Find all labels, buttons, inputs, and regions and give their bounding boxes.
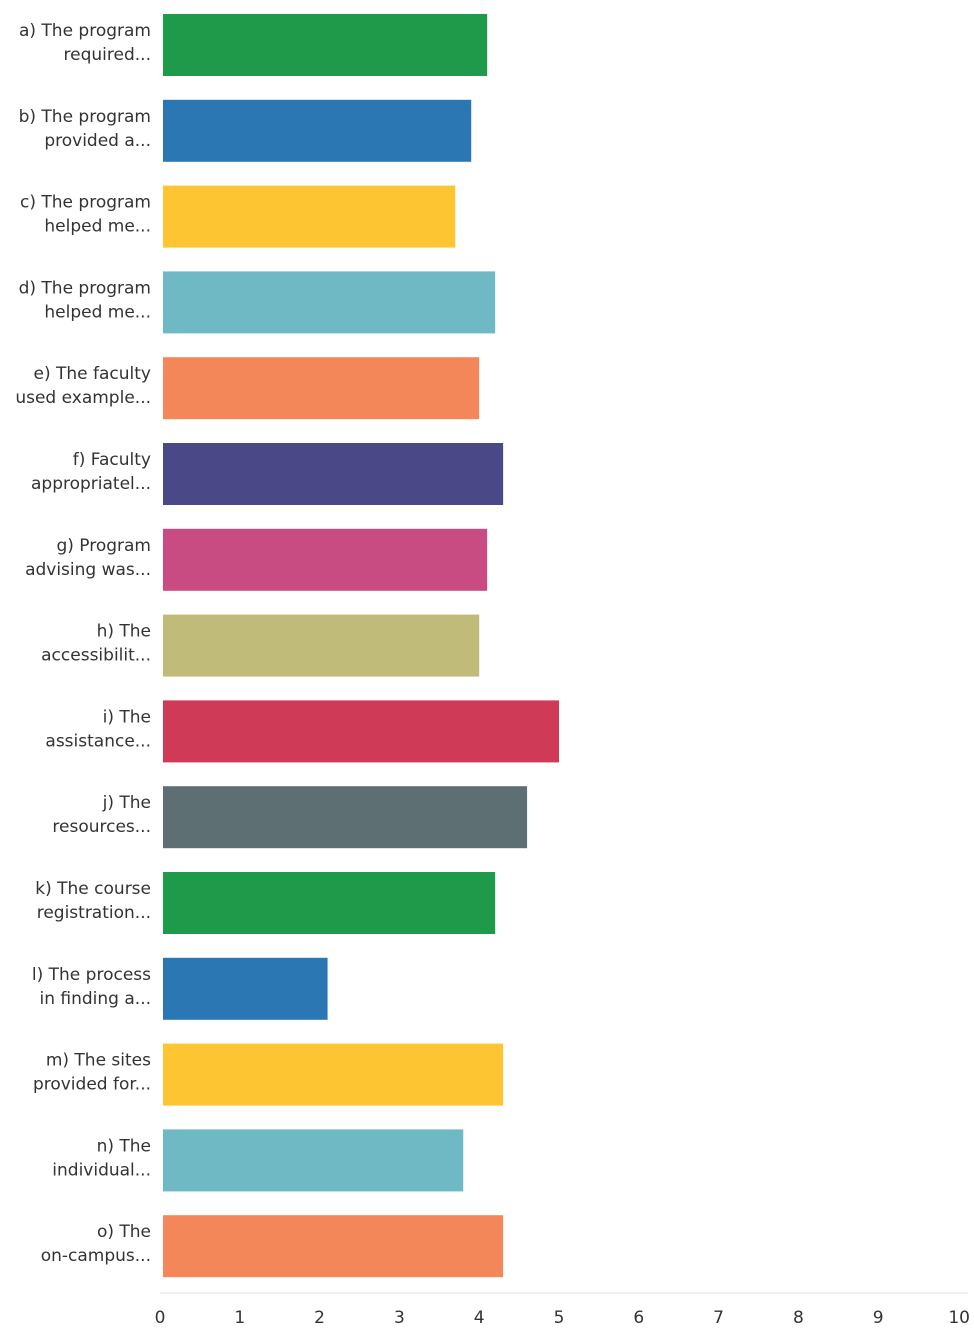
bar [163, 786, 527, 848]
category-label: used example... [15, 388, 151, 408]
category-label: o) The [97, 1222, 151, 1242]
category-label: m) The sites [46, 1051, 151, 1071]
category-label: advising was... [25, 560, 151, 580]
bar [163, 357, 479, 419]
category-label: provided a... [44, 131, 151, 151]
category-label: f) Faculty [73, 450, 151, 470]
category-label: a) The program [19, 21, 151, 41]
bars [163, 14, 559, 1277]
x-tick-label: 0 [155, 1308, 166, 1328]
category-label: appropriatel... [31, 474, 151, 494]
x-tick-label: 4 [474, 1308, 485, 1328]
category-label: registration... [37, 903, 151, 923]
x-tick-label: 8 [793, 1308, 804, 1328]
bar [163, 958, 328, 1020]
category-label: j) The [102, 793, 151, 813]
bar [163, 100, 471, 162]
x-tick-label: 9 [873, 1308, 884, 1328]
x-tick-label: 6 [633, 1308, 644, 1328]
x-axis-ticks: 0 1 2 3 4 5 6 7 8 9 10 [155, 1308, 970, 1328]
category-label: required... [64, 45, 151, 65]
x-tick-label: 2 [314, 1308, 325, 1328]
category-label: c) The program [20, 193, 151, 213]
category-label: g) Program [56, 536, 151, 556]
bar [163, 615, 479, 677]
bar [163, 1129, 463, 1191]
x-tick-label: 5 [554, 1308, 565, 1328]
category-label: l) The process [32, 965, 151, 985]
x-tick-label: 7 [713, 1308, 724, 1328]
category-label: helped me... [44, 217, 151, 237]
category-label: k) The course [35, 879, 151, 899]
x-tick-label: 1 [234, 1308, 245, 1328]
category-label: n) The [97, 1136, 151, 1156]
x-tick-label: 3 [394, 1308, 405, 1328]
bar [163, 271, 495, 333]
x-tick-label: 10 [948, 1308, 970, 1328]
category-label: provided for... [33, 1075, 151, 1095]
category-label: individual... [52, 1160, 151, 1180]
bar [163, 872, 495, 934]
bar [163, 443, 503, 505]
bar [163, 14, 487, 76]
category-label: i) The [103, 707, 151, 727]
bar [163, 1044, 503, 1106]
category-label: accessibilit... [41, 646, 151, 666]
bar [163, 700, 559, 762]
category-label: assistance... [45, 731, 151, 751]
bar [163, 186, 455, 248]
category-label: b) The program [19, 107, 151, 127]
category-label: h) The [97, 622, 151, 642]
category-label: d) The program [19, 278, 151, 298]
category-label: resources... [52, 817, 151, 837]
category-labels: a) The program required... b) The program p… [15, 21, 151, 1266]
bar [163, 1215, 503, 1277]
category-label: in finding a... [40, 989, 152, 1009]
bar [163, 529, 487, 591]
category-label: e) The faculty [34, 364, 152, 384]
category-label: on-campus... [41, 1246, 151, 1266]
category-label: helped me... [44, 302, 151, 322]
